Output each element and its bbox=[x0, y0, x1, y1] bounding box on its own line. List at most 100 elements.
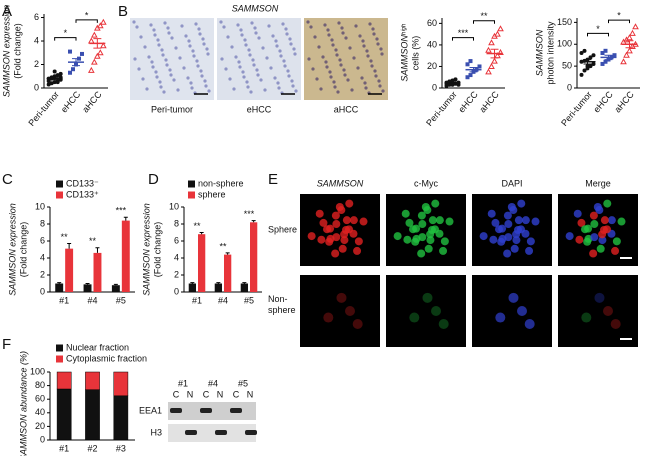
nucleus bbox=[292, 47, 296, 51]
cell bbox=[354, 237, 363, 246]
nucleus bbox=[344, 36, 348, 40]
data-point bbox=[468, 73, 473, 78]
x-tick-label: #4 bbox=[218, 295, 228, 305]
cell bbox=[438, 319, 449, 330]
y-tick-label: 50 bbox=[562, 61, 572, 71]
cell bbox=[565, 232, 574, 241]
data-point bbox=[68, 49, 72, 54]
data-point bbox=[588, 55, 593, 60]
nucleus bbox=[228, 77, 232, 81]
nucleus bbox=[195, 59, 199, 63]
cell bbox=[503, 249, 512, 258]
blot-band bbox=[215, 430, 227, 435]
fraction-label: N bbox=[187, 389, 194, 399]
y-tick-label: 4 bbox=[174, 252, 179, 262]
bar bbox=[65, 248, 74, 292]
nucleus bbox=[269, 66, 273, 70]
cell bbox=[581, 225, 590, 234]
nucleus bbox=[273, 76, 277, 80]
cell bbox=[516, 225, 525, 234]
nucleus bbox=[243, 38, 247, 42]
data-point bbox=[632, 23, 639, 30]
fraction-label: C bbox=[203, 389, 210, 399]
data-point bbox=[497, 25, 504, 32]
error-bar bbox=[67, 243, 72, 249]
legend-label: non-sphere bbox=[198, 178, 244, 188]
significance-label: *** bbox=[116, 206, 127, 216]
cell bbox=[353, 246, 362, 255]
bar bbox=[198, 234, 206, 292]
significance-label: * bbox=[617, 10, 621, 20]
cell bbox=[331, 211, 340, 220]
fluorescence-image bbox=[386, 275, 466, 347]
nucleus bbox=[255, 68, 259, 72]
nucleus bbox=[168, 68, 172, 72]
error-bar bbox=[190, 282, 195, 284]
cell bbox=[430, 225, 439, 234]
nucleus bbox=[376, 42, 380, 46]
error-bar bbox=[85, 283, 90, 285]
nucleus bbox=[178, 56, 182, 60]
nucleus bbox=[236, 23, 240, 27]
error-bar bbox=[199, 232, 204, 235]
y-tick-label: 0 bbox=[432, 82, 437, 92]
data-point bbox=[99, 42, 107, 49]
nucleus bbox=[230, 45, 234, 49]
data-point bbox=[96, 49, 104, 56]
cell bbox=[489, 235, 498, 244]
blot-band bbox=[245, 430, 257, 435]
x-tick-label: #3 bbox=[116, 443, 126, 453]
nucleus bbox=[337, 21, 341, 25]
data-point bbox=[582, 68, 587, 73]
nucleus bbox=[313, 35, 317, 39]
data-point bbox=[491, 57, 498, 64]
data-point bbox=[497, 48, 504, 55]
nucleus bbox=[252, 63, 256, 67]
data-point bbox=[620, 58, 627, 65]
cell bbox=[331, 249, 340, 258]
nucleus bbox=[249, 90, 253, 94]
bar bbox=[55, 283, 64, 292]
data-point bbox=[80, 51, 84, 56]
data-point bbox=[456, 82, 461, 87]
cell bbox=[428, 216, 437, 225]
cell bbox=[594, 292, 605, 303]
nucleus bbox=[333, 85, 337, 89]
data-point bbox=[600, 61, 605, 66]
cell bbox=[403, 235, 412, 244]
cell bbox=[504, 220, 513, 229]
cell bbox=[611, 246, 620, 255]
cell bbox=[508, 292, 519, 303]
nucleus bbox=[271, 34, 275, 38]
cell bbox=[497, 237, 506, 246]
nucleus bbox=[309, 25, 313, 29]
cell bbox=[345, 199, 354, 208]
nucleus bbox=[331, 43, 335, 47]
nucleus bbox=[274, 39, 278, 43]
nucleus bbox=[348, 46, 352, 50]
error-bar bbox=[251, 220, 256, 223]
nucleus bbox=[328, 70, 332, 74]
cell bbox=[590, 233, 599, 242]
x-tick-label: #1 bbox=[192, 295, 202, 305]
significance-label: * bbox=[85, 10, 89, 20]
cell bbox=[514, 216, 523, 225]
bar-segment bbox=[85, 389, 100, 441]
significance-label: ** bbox=[219, 241, 227, 251]
panel-label: B bbox=[118, 3, 128, 20]
data-point bbox=[585, 64, 590, 69]
nucleus bbox=[190, 86, 194, 90]
cell bbox=[590, 220, 599, 229]
cell bbox=[440, 237, 449, 246]
significance-label: ** bbox=[61, 232, 69, 242]
significance-bracket bbox=[608, 19, 630, 24]
nucleus bbox=[149, 23, 153, 27]
nucleus bbox=[202, 42, 206, 46]
cell bbox=[409, 312, 420, 323]
cell bbox=[409, 225, 418, 234]
error-bar bbox=[242, 282, 247, 284]
nucleus bbox=[261, 46, 265, 50]
nucleus bbox=[147, 55, 151, 59]
data-point bbox=[623, 51, 630, 58]
cell bbox=[598, 236, 607, 245]
